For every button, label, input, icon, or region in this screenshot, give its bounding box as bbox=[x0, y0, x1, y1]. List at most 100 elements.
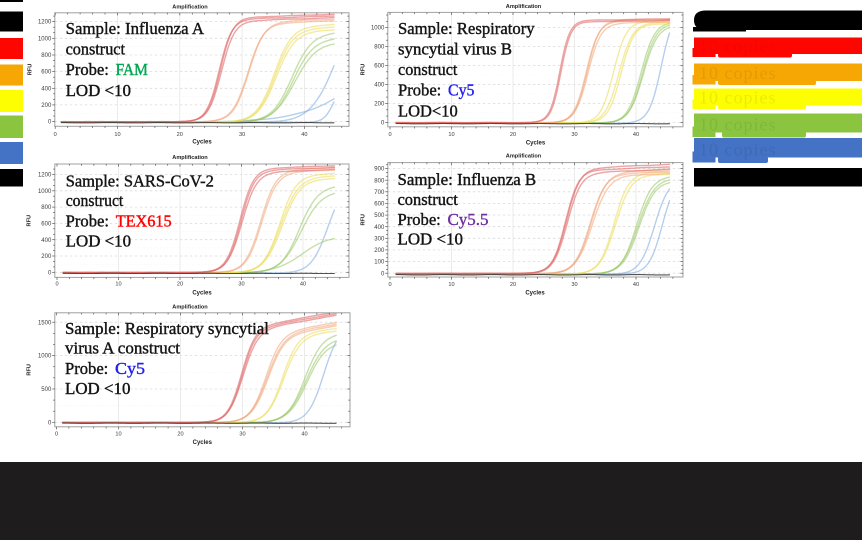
svg-text:RFU: RFU bbox=[361, 214, 367, 226]
svg-text:Cycles: Cycles bbox=[525, 290, 545, 296]
svg-text:20: 20 bbox=[177, 282, 183, 288]
svg-text:10: 10 bbox=[115, 282, 121, 288]
svg-text:Cy5: Cy5 bbox=[448, 81, 475, 100]
svg-text:800: 800 bbox=[374, 178, 385, 184]
svg-text:Probe:: Probe: bbox=[398, 210, 441, 229]
svg-text:LOD <10: LOD <10 bbox=[65, 379, 130, 398]
svg-text:RFU: RFU bbox=[27, 64, 33, 76]
svg-text:600: 600 bbox=[41, 222, 52, 228]
svg-text:900: 900 bbox=[374, 167, 385, 173]
svg-text:Cycles: Cycles bbox=[192, 140, 212, 146]
svg-text:Cycles: Cycles bbox=[526, 141, 546, 147]
svg-text:1000: 1000 bbox=[38, 189, 52, 195]
svg-text:200: 200 bbox=[374, 102, 385, 108]
svg-text:Amplification: Amplification bbox=[172, 5, 208, 11]
svg-text:1200: 1200 bbox=[38, 20, 52, 26]
svg-text:Cycles: Cycles bbox=[193, 440, 213, 446]
svg-text:40: 40 bbox=[633, 282, 639, 288]
svg-text:Cycles: Cycles bbox=[192, 290, 212, 296]
svg-text:0: 0 bbox=[48, 120, 52, 126]
svg-text:1000: 1000 bbox=[371, 26, 385, 32]
svg-text:0: 0 bbox=[54, 132, 57, 138]
svg-text:30: 30 bbox=[238, 282, 244, 288]
svg-text:800: 800 bbox=[41, 205, 52, 211]
svg-text:30: 30 bbox=[571, 282, 577, 288]
svg-text:Probe:: Probe: bbox=[398, 81, 441, 100]
svg-text:600: 600 bbox=[374, 202, 385, 208]
svg-text:40: 40 bbox=[301, 432, 307, 438]
svg-text:construct: construct bbox=[398, 60, 458, 79]
svg-text:syncytial virus B: syncytial virus B bbox=[398, 39, 512, 58]
svg-text:500: 500 bbox=[41, 387, 52, 393]
svg-text:200: 200 bbox=[41, 254, 52, 260]
svg-text:1000: 1000 bbox=[38, 354, 52, 360]
svg-text:Sample: Influenza A: Sample: Influenza A bbox=[66, 19, 205, 38]
svg-text:20: 20 bbox=[177, 432, 183, 438]
svg-text:LOD <10: LOD <10 bbox=[66, 232, 131, 251]
svg-text:500: 500 bbox=[374, 213, 385, 219]
svg-text:10 copies: 10 copies bbox=[699, 63, 776, 83]
svg-text:10 copies: 10 copies bbox=[699, 36, 776, 56]
svg-text:100: 100 bbox=[374, 260, 385, 266]
svg-text:Cy5: Cy5 bbox=[115, 359, 145, 378]
svg-text:30: 30 bbox=[239, 432, 245, 438]
svg-text:LOD <10: LOD <10 bbox=[398, 230, 463, 249]
svg-text:700: 700 bbox=[374, 190, 385, 196]
svg-text:0: 0 bbox=[55, 432, 58, 438]
svg-text:virus A construct: virus A construct bbox=[65, 339, 180, 358]
svg-text:0: 0 bbox=[388, 132, 391, 138]
svg-text:0: 0 bbox=[381, 121, 385, 127]
svg-text:construct: construct bbox=[66, 191, 124, 210]
svg-text:1500: 1500 bbox=[38, 320, 52, 326]
svg-text:400: 400 bbox=[374, 83, 385, 89]
svg-text:0: 0 bbox=[381, 271, 385, 277]
svg-text:40: 40 bbox=[301, 132, 307, 138]
svg-text:Probe:: Probe: bbox=[66, 60, 109, 79]
svg-text:30: 30 bbox=[571, 132, 577, 138]
svg-text:20: 20 bbox=[510, 132, 516, 138]
svg-text:Amplification: Amplification bbox=[506, 4, 542, 10]
svg-text:10 copies: 10 copies bbox=[699, 88, 776, 108]
svg-text:10: 10 bbox=[115, 432, 121, 438]
svg-text:200: 200 bbox=[374, 248, 385, 254]
svg-text:TEX615: TEX615 bbox=[116, 211, 172, 230]
svg-text:10: 10 bbox=[448, 132, 454, 138]
svg-text:20: 20 bbox=[177, 132, 183, 138]
svg-text:Sample: Influenza B: Sample: Influenza B bbox=[398, 170, 537, 189]
svg-text:Sample: Respiratory: Sample: Respiratory bbox=[398, 19, 535, 38]
svg-text:40: 40 bbox=[300, 282, 306, 288]
svg-text:800: 800 bbox=[374, 45, 385, 51]
svg-text:Amplification: Amplification bbox=[172, 155, 208, 161]
svg-text:300: 300 bbox=[374, 236, 385, 242]
svg-text:30: 30 bbox=[239, 132, 245, 138]
svg-text:RFU: RFU bbox=[27, 215, 33, 227]
svg-text:400: 400 bbox=[374, 225, 385, 231]
svg-text:FAM: FAM bbox=[116, 60, 149, 79]
svg-text:10 copies: 10 copies bbox=[699, 115, 776, 135]
svg-text:0: 0 bbox=[48, 270, 52, 276]
svg-text:400: 400 bbox=[41, 86, 52, 92]
svg-text:construct: construct bbox=[398, 190, 459, 209]
svg-text:construct: construct bbox=[66, 39, 126, 58]
svg-text:RFU: RFU bbox=[361, 64, 367, 76]
svg-text:0: 0 bbox=[388, 282, 391, 288]
svg-text:1200: 1200 bbox=[38, 173, 52, 179]
svg-text:40: 40 bbox=[633, 132, 639, 138]
svg-text:600: 600 bbox=[374, 64, 385, 70]
svg-text:0: 0 bbox=[48, 420, 52, 426]
svg-text:Amplification: Amplification bbox=[506, 154, 542, 160]
svg-text:1000: 1000 bbox=[38, 36, 52, 42]
svg-text:600: 600 bbox=[41, 70, 52, 76]
svg-text:10: 10 bbox=[114, 132, 120, 138]
svg-text:Probe:: Probe: bbox=[66, 211, 109, 230]
svg-text:LOD <10: LOD <10 bbox=[66, 81, 131, 100]
svg-text:10 copies: 10 copies bbox=[699, 140, 776, 160]
svg-text:20: 20 bbox=[510, 282, 516, 288]
svg-text:200: 200 bbox=[41, 103, 52, 109]
svg-text:RFU: RFU bbox=[27, 364, 33, 376]
svg-text:10: 10 bbox=[448, 282, 454, 288]
svg-text:Cy5.5: Cy5.5 bbox=[448, 210, 489, 229]
svg-text:Probe:: Probe: bbox=[65, 359, 108, 378]
svg-text:800: 800 bbox=[41, 53, 52, 59]
svg-text:Sample: SARS-CoV-2: Sample: SARS-CoV-2 bbox=[66, 171, 214, 190]
